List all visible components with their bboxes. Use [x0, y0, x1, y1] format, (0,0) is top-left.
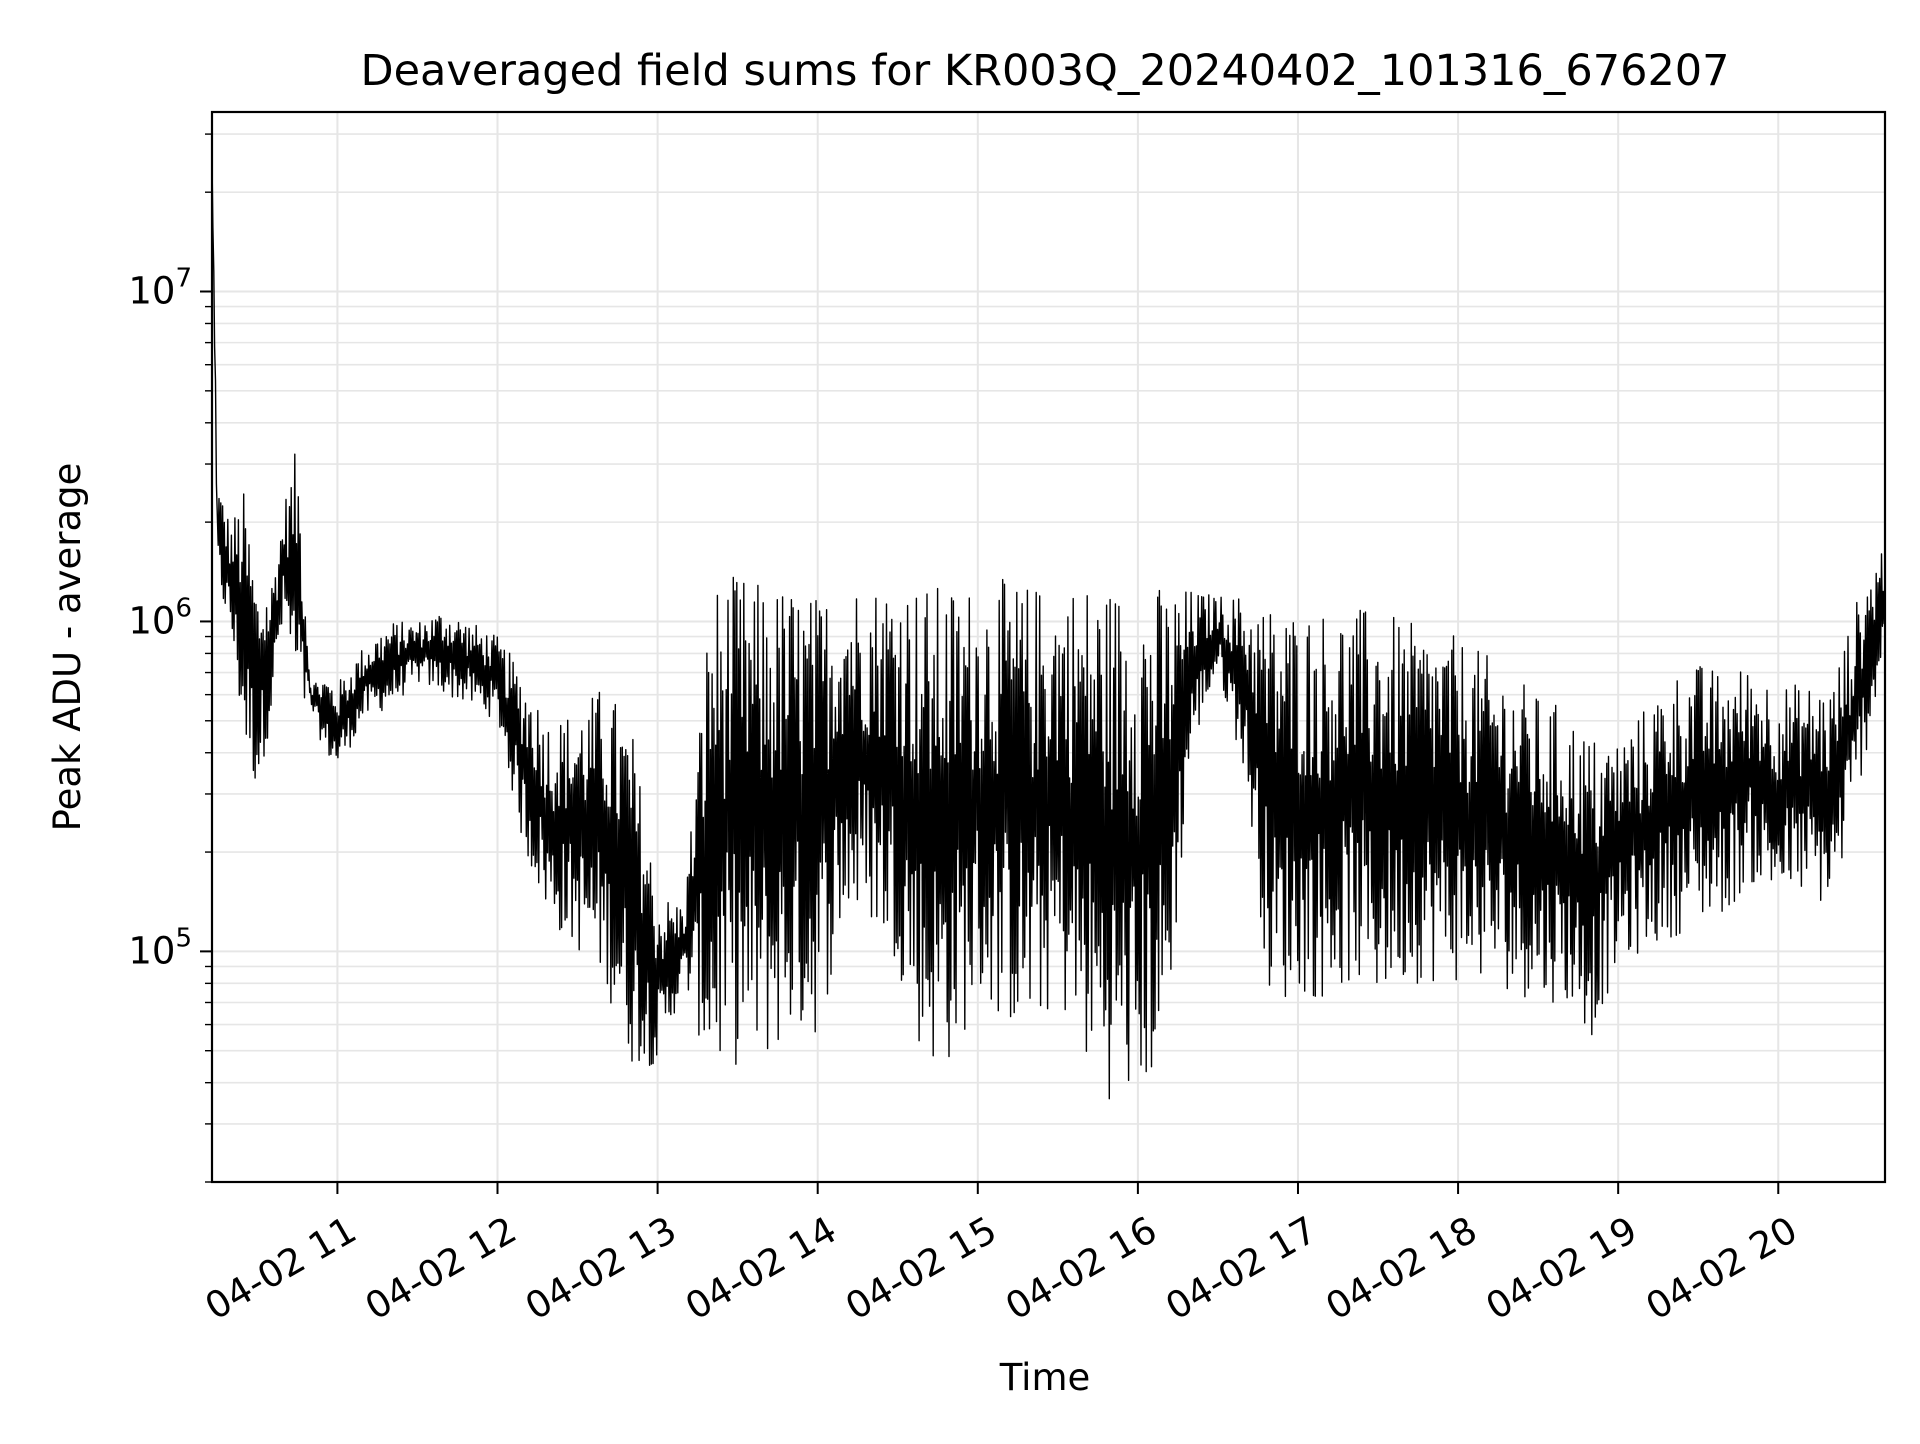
y-tick-label: 105: [128, 923, 192, 972]
chart-title: Deaveraged field sums for KR003Q_2024040…: [360, 46, 1729, 96]
data-series: [211, 160, 1886, 1100]
y-tick-exponent: 5: [175, 923, 192, 953]
y-tick-exponent: 7: [175, 264, 192, 294]
plot-frame: [210, 110, 1887, 1184]
y-tick-label: 107: [128, 264, 192, 313]
y-axis-label: Peak ADU - average: [46, 463, 89, 832]
x-axis-label: Time: [999, 1356, 1091, 1399]
series-line: [211, 160, 1886, 1100]
y-tick-exponent: 6: [175, 593, 192, 623]
